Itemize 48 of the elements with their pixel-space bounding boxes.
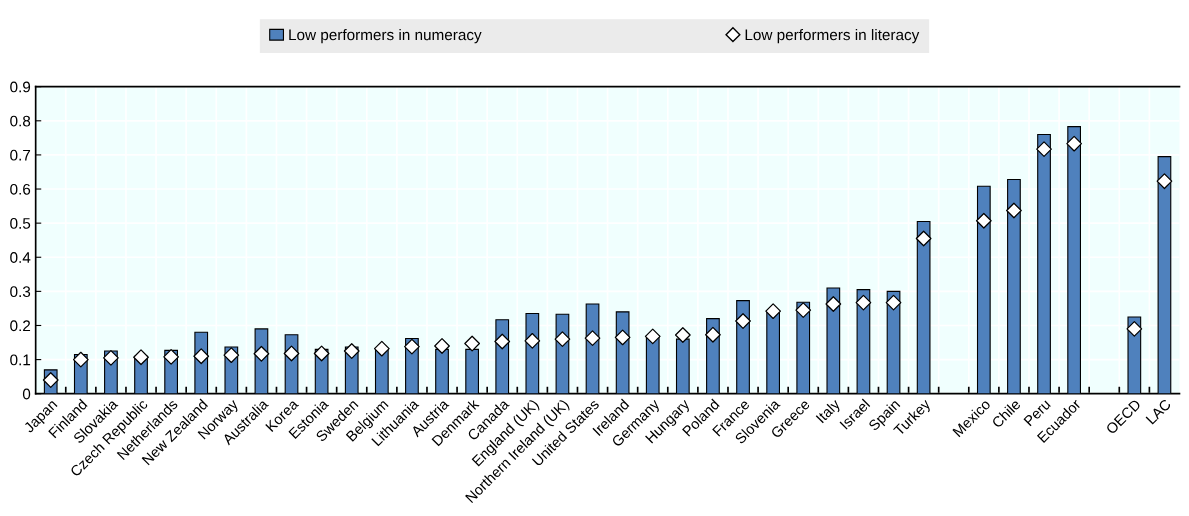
point bbox=[434, 338, 450, 354]
point bbox=[554, 331, 571, 348]
point bbox=[283, 345, 300, 362]
legend-label: Low performers in literacy bbox=[745, 29, 920, 44]
point bbox=[1036, 141, 1052, 158]
y-tick-label: 0.1 bbox=[10, 354, 31, 366]
point bbox=[735, 313, 751, 329]
y-tick-label: 0.4 bbox=[10, 252, 31, 263]
y-tick-label: 0.6 bbox=[10, 183, 31, 195]
point bbox=[674, 327, 691, 343]
point bbox=[1066, 135, 1083, 152]
y-tick-label: 0.2 bbox=[10, 320, 31, 332]
point bbox=[72, 351, 89, 368]
point bbox=[1156, 173, 1173, 190]
point bbox=[223, 347, 240, 364]
point bbox=[494, 333, 511, 350]
point bbox=[464, 335, 481, 352]
point bbox=[343, 343, 360, 359]
point bbox=[975, 212, 992, 229]
point bbox=[855, 294, 872, 311]
point bbox=[584, 330, 601, 347]
point bbox=[705, 326, 721, 343]
point bbox=[373, 340, 390, 357]
point bbox=[1126, 320, 1143, 337]
point bbox=[825, 296, 842, 312]
point bbox=[885, 294, 902, 311]
point bbox=[163, 348, 180, 365]
point bbox=[614, 329, 631, 346]
point bbox=[404, 338, 420, 355]
point bbox=[915, 230, 932, 247]
point bbox=[765, 303, 782, 320]
point bbox=[795, 302, 812, 319]
point bbox=[193, 348, 210, 365]
y-tick-label: 0 bbox=[22, 388, 31, 400]
point bbox=[524, 332, 541, 349]
y-tick-label: 0.5 bbox=[10, 218, 31, 229]
point bbox=[42, 372, 59, 388]
legend-label: Low performers in numeracy bbox=[289, 29, 482, 44]
y-tick-label: 0.8 bbox=[10, 115, 31, 127]
y-tick-label: 0.3 bbox=[10, 286, 31, 298]
point bbox=[133, 349, 149, 366]
y-tick-label: 0.9 bbox=[10, 81, 31, 93]
point bbox=[313, 345, 330, 362]
y-tick-label: 0.7 bbox=[10, 149, 31, 161]
point bbox=[644, 328, 661, 345]
point bbox=[1006, 202, 1022, 219]
point bbox=[103, 349, 119, 366]
point bbox=[253, 345, 270, 362]
